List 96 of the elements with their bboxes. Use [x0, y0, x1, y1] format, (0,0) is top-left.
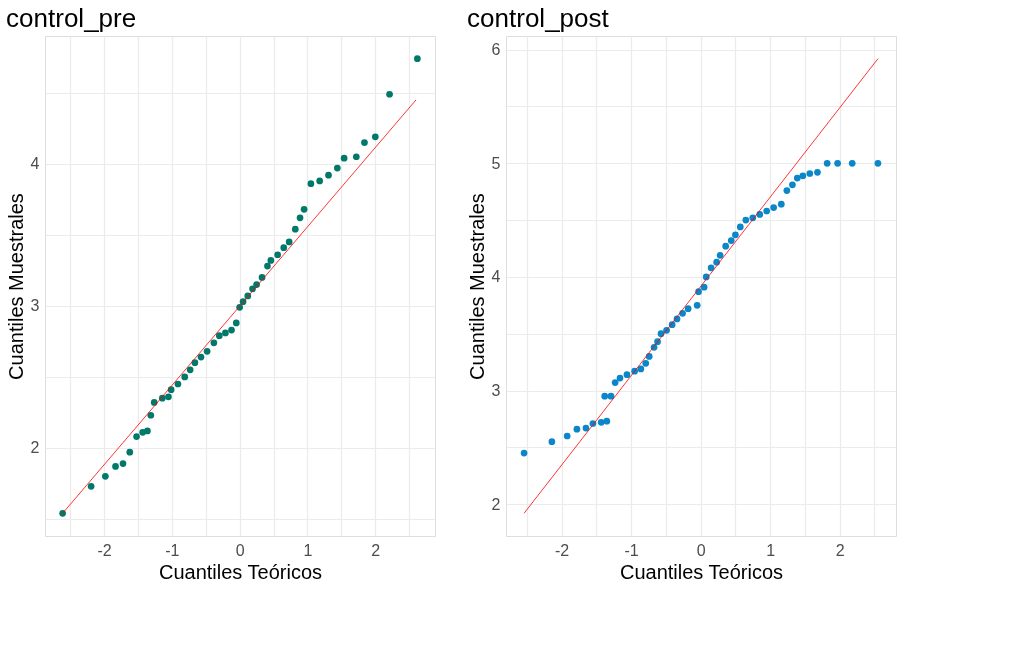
point: [607, 392, 615, 400]
point: [763, 207, 771, 215]
y-tick-label: 2: [30, 439, 40, 457]
point: [611, 379, 619, 386]
point: [165, 393, 172, 401]
y-tick-label: 2: [491, 495, 501, 513]
point: [267, 257, 275, 264]
x-tick-label: -1: [624, 541, 639, 559]
y-tick-label: 5: [491, 154, 501, 172]
x-axis-title: Cuantiles Teóricos: [619, 560, 784, 583]
point: [222, 329, 229, 337]
point: [793, 174, 801, 182]
point: [642, 359, 650, 367]
point: [274, 251, 281, 259]
x-tick-label: 1: [766, 541, 776, 559]
point: [727, 237, 735, 244]
point: [637, 365, 645, 373]
y-tick-label: 3: [30, 297, 40, 315]
point: [789, 181, 796, 189]
point: [736, 223, 744, 231]
point: [174, 380, 182, 388]
point: [186, 366, 194, 374]
point: [316, 177, 324, 185]
y-tick-label: 4: [30, 155, 40, 173]
point: [601, 392, 609, 400]
point: [264, 262, 271, 270]
y-axis-title: Cuantiles Muestrales: [4, 193, 27, 380]
point: [300, 205, 308, 213]
point: [874, 159, 882, 167]
point: [361, 139, 368, 146]
point: [770, 204, 777, 211]
point: [742, 216, 750, 224]
point: [87, 482, 95, 490]
x-tick-label: 1: [303, 541, 313, 559]
point: [210, 339, 218, 347]
x-tick-label: 0: [696, 541, 706, 559]
x-tick-label: -2: [555, 541, 570, 559]
x-tick-label: 0: [235, 541, 245, 559]
point: [623, 371, 631, 378]
chart-title: control_pre: [6, 3, 137, 33]
y-axis-title: Cuantiles Muestrales: [465, 193, 488, 380]
point: [520, 449, 528, 457]
point: [340, 154, 348, 162]
point: [228, 326, 235, 334]
x-tick-label: -2: [97, 541, 112, 559]
point: [563, 432, 571, 440]
point: [386, 90, 393, 98]
point: [582, 424, 590, 432]
point: [291, 225, 299, 233]
point: [603, 417, 611, 425]
point: [371, 133, 379, 141]
point: [333, 164, 341, 172]
point: [232, 319, 240, 327]
point: [799, 172, 807, 180]
x-axis-title: Cuantiles Teóricos: [158, 560, 323, 583]
y-tick-label: 3: [491, 382, 501, 400]
x-tick-label: -1: [165, 541, 180, 559]
point: [147, 411, 155, 419]
point: [414, 55, 421, 63]
x-tick-label: 2: [835, 541, 845, 559]
y-tick-label: 6: [491, 41, 501, 59]
chart-title: control_post: [467, 3, 610, 33]
point: [203, 347, 211, 355]
point: [144, 427, 151, 435]
point: [693, 301, 701, 309]
point: [707, 264, 715, 272]
point: [732, 231, 739, 239]
point: [296, 214, 304, 222]
point: [616, 374, 624, 382]
point: [806, 170, 814, 177]
point: [307, 180, 315, 188]
point: [716, 251, 724, 259]
point: [834, 159, 841, 167]
point: [112, 463, 119, 470]
point: [325, 171, 332, 179]
point: [215, 332, 223, 340]
point: [783, 187, 791, 194]
point: [126, 448, 134, 456]
point: [280, 244, 288, 251]
point: [548, 438, 556, 446]
point: [777, 200, 785, 208]
point: [814, 169, 821, 176]
point: [573, 425, 581, 433]
y-tick-label: 4: [491, 268, 501, 286]
point: [133, 433, 140, 440]
point: [848, 159, 856, 167]
point: [722, 242, 730, 250]
point: [197, 353, 205, 361]
point: [823, 159, 831, 167]
point: [102, 472, 109, 480]
point: [285, 238, 293, 246]
point: [352, 153, 360, 161]
point: [119, 460, 127, 467]
point: [181, 373, 189, 381]
point: [684, 305, 692, 313]
x-tick-label: 2: [371, 541, 381, 559]
